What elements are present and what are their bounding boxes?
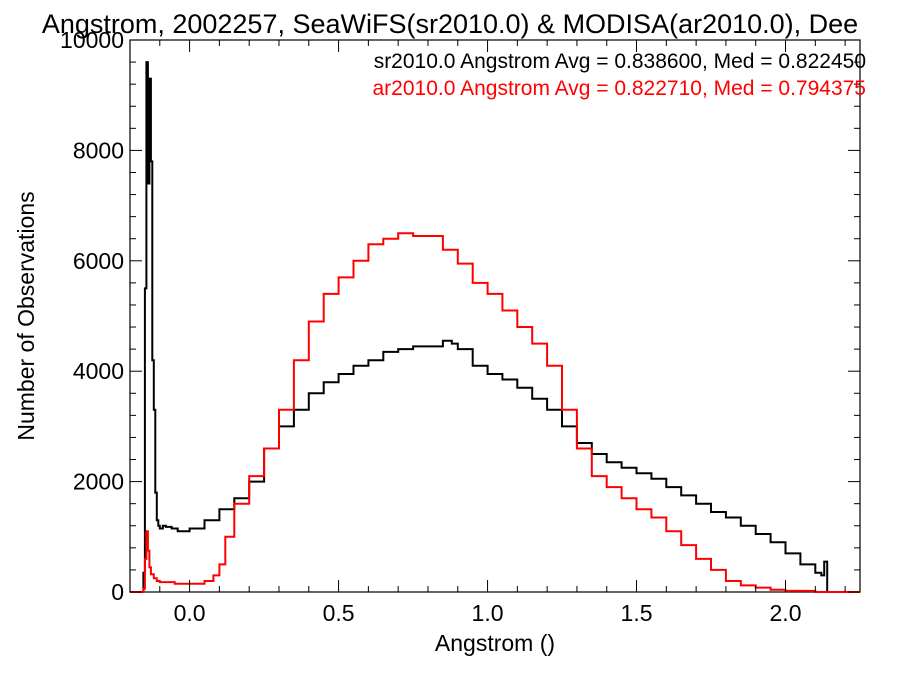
ticks-layer: 0.0 0.5 1.0 1.5 2.0 0 2000 4000 6000 8000 10000: [60, 27, 860, 626]
plot-border: [129, 39, 861, 593]
y-tick-label: 6000: [73, 248, 124, 274]
y-tick-label: 10000: [60, 27, 124, 53]
legend-sr2010: sr2010.0 Angstrom Avg = 0.838600, Med = …: [374, 50, 866, 73]
y-tick-label: 2000: [73, 469, 124, 495]
x-tick-label: 0.0: [174, 600, 206, 626]
series-ar2010-line: [130, 232, 860, 593]
x-axis-title: Angstrom (): [435, 630, 555, 656]
legend-ar2010: ar2010.0 Angstrom Avg = 0.822710, Med = …: [373, 77, 867, 100]
series-sr2010-line: [130, 61, 860, 593]
y-tick-label: 4000: [73, 358, 124, 384]
plot-frame: [129, 39, 861, 593]
legend: sr2010.0 Angstrom Avg = 0.838600, Med = …: [373, 50, 867, 100]
x-tick-label: 2.0: [770, 600, 802, 626]
y-tick-label: 8000: [73, 137, 124, 163]
x-tick-label: 1.5: [621, 600, 653, 626]
y-axis-title: Number of Observations: [13, 191, 39, 440]
series-layer: [130, 61, 860, 593]
chart-title: Angstrom, 2002257, SeaWiFS(sr2010.0) & M…: [42, 9, 858, 39]
x-tick-label: 0.5: [323, 600, 355, 626]
y-tick-label: 0: [111, 579, 124, 605]
x-tick-label: 1.0: [472, 600, 504, 626]
